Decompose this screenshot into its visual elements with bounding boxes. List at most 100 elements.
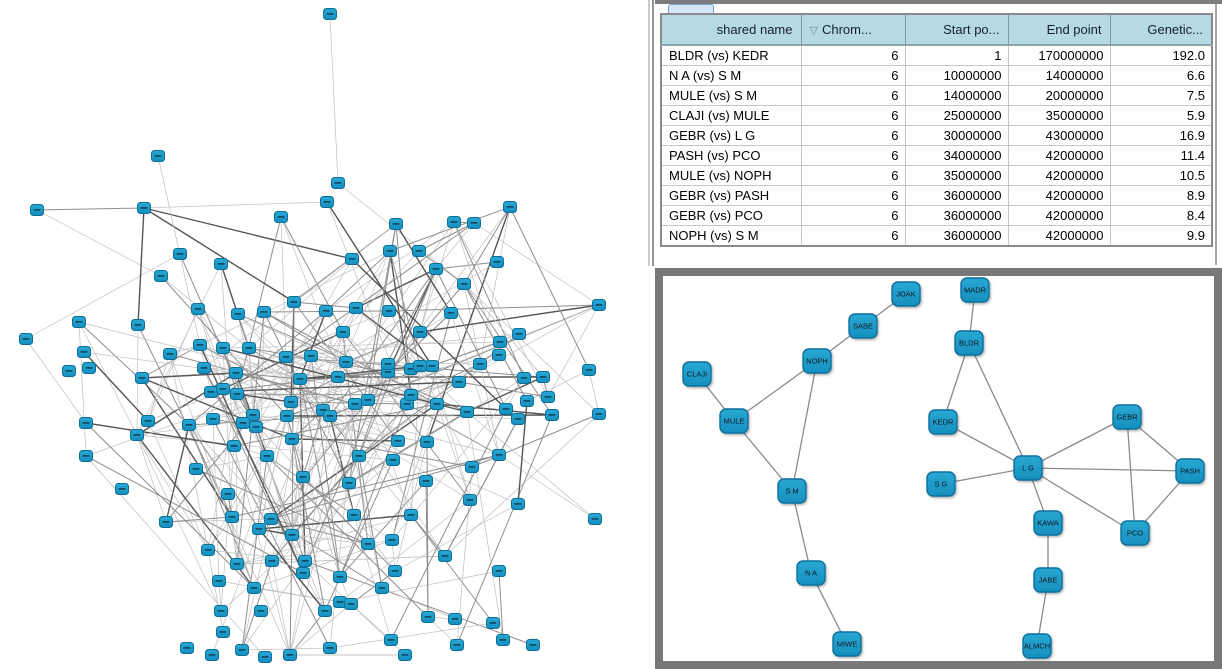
table-cell[interactable]: 7.5 (1110, 85, 1212, 106)
network-node[interactable] (457, 278, 471, 290)
subnetwork-edge[interactable] (1027, 416, 1128, 469)
network-node[interactable] (79, 417, 93, 429)
network-node[interactable] (473, 358, 487, 370)
network-node[interactable] (205, 649, 219, 661)
table-cell[interactable]: 30000000 (905, 125, 1009, 146)
network-node[interactable] (386, 454, 400, 466)
network-node[interactable] (492, 349, 506, 361)
network-node[interactable] (221, 488, 235, 500)
table-cell[interactable]: 34000000 (905, 145, 1009, 166)
table-cell[interactable]: 36000000 (905, 225, 1009, 247)
table-cell[interactable]: 36000000 (905, 185, 1009, 206)
network-node[interactable] (298, 555, 312, 567)
table-cell[interactable]: 35000000 (905, 165, 1009, 186)
network-node-NA[interactable]: N A (796, 560, 826, 586)
network-node[interactable] (349, 302, 363, 314)
network-node[interactable] (180, 642, 194, 654)
network-node[interactable] (216, 383, 230, 395)
network-node[interactable] (137, 202, 151, 214)
network-node[interactable] (536, 371, 550, 383)
network-node[interactable] (419, 475, 433, 487)
network-node[interactable] (19, 333, 33, 345)
table-row[interactable]: NOPH (vs) S M 6 36000000 42000000 9.9 (661, 225, 1212, 247)
table-cell[interactable]: 170000000 (1008, 45, 1111, 66)
table-cell[interactable]: 9.9 (1110, 225, 1212, 247)
network-node[interactable] (331, 371, 345, 383)
network-node[interactable] (274, 211, 288, 223)
network-node[interactable] (499, 403, 513, 415)
network-node[interactable] (173, 248, 187, 260)
network-node[interactable] (344, 598, 358, 610)
network-node-KEDR[interactable]: KEDR (928, 409, 958, 435)
network-node[interactable] (493, 336, 507, 348)
network-node[interactable] (249, 421, 263, 433)
network-node[interactable] (336, 326, 350, 338)
network-node[interactable] (216, 342, 230, 354)
network-node[interactable] (296, 567, 310, 579)
network-node[interactable] (345, 253, 359, 265)
network-node[interactable] (247, 582, 261, 594)
network-node[interactable] (503, 201, 517, 213)
table-cell[interactable]: 8.4 (1110, 205, 1212, 226)
network-node[interactable] (130, 429, 144, 441)
table-cell[interactable]: 16.9 (1110, 125, 1212, 146)
subnetwork-edge[interactable] (1027, 467, 1136, 534)
network-node[interactable] (227, 440, 241, 452)
table-cell[interactable]: MULE (vs) NOPH (661, 165, 802, 186)
network-node[interactable] (448, 613, 462, 625)
network-node[interactable] (339, 356, 353, 368)
network-node-PASH[interactable]: PASH (1175, 458, 1205, 484)
network-node[interactable] (296, 471, 310, 483)
network-node[interactable] (242, 342, 256, 354)
network-node[interactable] (452, 376, 466, 388)
network-node[interactable] (62, 365, 76, 377)
table-cell[interactable]: BLDR (vs) KEDR (661, 45, 802, 66)
network-node[interactable] (391, 435, 405, 447)
network-node[interactable] (151, 150, 165, 162)
table-row[interactable]: N A (vs) S M 6 10000000 14000000 6.6 (661, 65, 1212, 86)
table-cell[interactable]: 42000000 (1008, 225, 1111, 247)
network-node[interactable] (236, 417, 250, 429)
table-cell[interactable]: 20000000 (1008, 85, 1111, 106)
table-cell[interactable]: N A (vs) S M (661, 65, 802, 86)
network-node-SABE[interactable]: SABE (848, 313, 878, 339)
network-node-GEBR[interactable]: GEBR (1112, 404, 1142, 430)
network-node[interactable] (191, 303, 205, 315)
panel-splitter-handle[interactable] (652, 0, 654, 266)
network-node[interactable] (265, 555, 279, 567)
network-node[interactable] (318, 605, 332, 617)
network-node[interactable] (204, 386, 218, 398)
network-node[interactable] (413, 326, 427, 338)
network-node[interactable] (141, 415, 155, 427)
table-cell[interactable]: 25000000 (905, 105, 1009, 126)
network-node-KAWA[interactable]: KAWA (1033, 510, 1063, 536)
table-cell[interactable]: 6 (801, 65, 906, 86)
subnetwork-edge[interactable] (968, 342, 1029, 469)
network-node[interactable] (252, 523, 266, 535)
table-cell[interactable]: 8.9 (1110, 185, 1212, 206)
network-node[interactable] (320, 196, 334, 208)
network-node[interactable] (430, 398, 444, 410)
network-node[interactable] (490, 256, 504, 268)
table-cell[interactable]: 6 (801, 225, 906, 247)
table-cell[interactable]: 42000000 (1008, 165, 1111, 186)
network-node[interactable] (323, 8, 337, 20)
network-node-JABE[interactable]: JABE (1033, 567, 1063, 593)
table-cell[interactable]: CLAJI (vs) MULE (661, 105, 802, 126)
network-node[interactable] (216, 626, 230, 638)
network-node[interactable] (79, 450, 93, 462)
table-cell[interactable]: 43000000 (1008, 125, 1111, 146)
table-cell[interactable]: GEBR (vs) L G (661, 125, 802, 146)
network-node[interactable] (342, 477, 356, 489)
table-tab-fragment[interactable] (668, 4, 714, 13)
table-row[interactable]: BLDR (vs) KEDR 6 1 170000000 192.0 (661, 45, 1212, 66)
network-node[interactable] (264, 513, 278, 525)
table-cell[interactable]: 35000000 (1008, 105, 1111, 126)
table-cell[interactable]: 14000000 (1008, 65, 1111, 86)
subnetwork-edge[interactable] (791, 490, 812, 574)
network-node-MIWE[interactable]: MIWE (832, 631, 862, 657)
network-node[interactable] (214, 605, 228, 617)
network-node[interactable] (496, 634, 510, 646)
network-node[interactable] (382, 305, 396, 317)
network-node[interactable] (154, 270, 168, 282)
